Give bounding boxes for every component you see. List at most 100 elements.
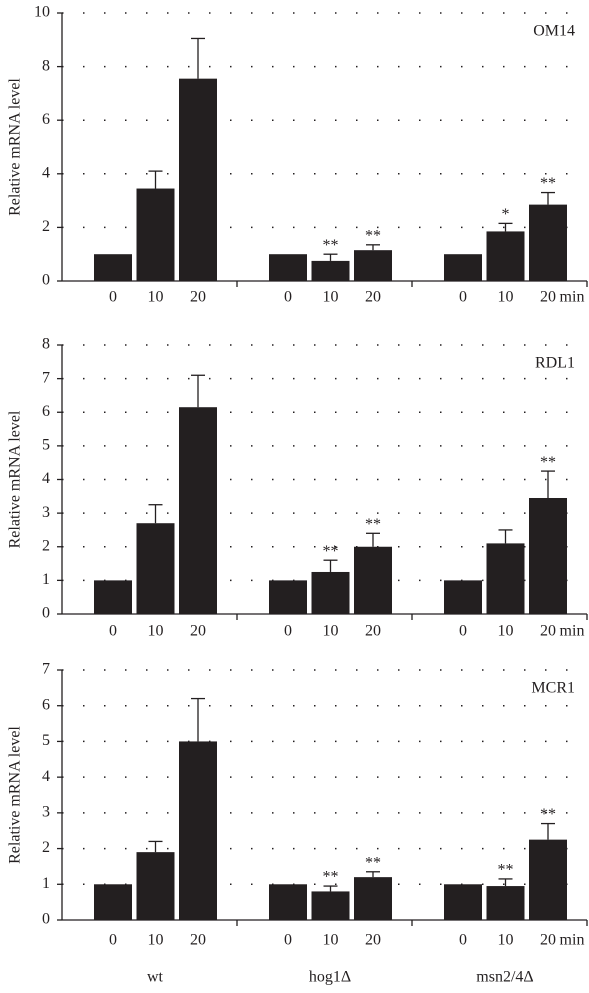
x-tick-label: 20 [190, 623, 206, 640]
x-tick-label: 0 [459, 289, 467, 306]
x-tick-label: 10 [498, 623, 514, 640]
bar [486, 543, 525, 614]
panel-title: RDL1 [535, 355, 575, 372]
bar [311, 571, 350, 614]
bar [136, 188, 175, 281]
x-tick-label: 0 [284, 932, 292, 949]
y-tick-label: 7 [42, 369, 50, 386]
y-tick-label: 2 [42, 839, 50, 856]
y-tick-label: 3 [42, 804, 50, 821]
x-tick-label: 10 [148, 289, 164, 306]
significance-label: ** [365, 854, 381, 871]
x-tick-label: 0 [109, 289, 117, 306]
y-tick-label: 4 [42, 164, 50, 181]
x-tick-label: 10 [148, 623, 164, 640]
x-tick-label: 20 [365, 289, 381, 306]
bar [486, 231, 525, 281]
bar [444, 884, 482, 920]
x-tick-label: 0 [284, 289, 292, 306]
x-tick-label: 10 [498, 932, 514, 949]
bar [444, 254, 482, 281]
x-tick-label: 0 [109, 623, 117, 640]
y-tick-label: 10 [34, 4, 50, 21]
x-tick-label: 0 [459, 623, 467, 640]
significance-label: ** [365, 516, 381, 533]
y-tick-label: 8 [42, 57, 50, 74]
group-label: wt [147, 969, 164, 986]
bar [311, 891, 350, 920]
y-tick-label: 6 [42, 403, 50, 420]
x-tick-label: 20 [190, 932, 206, 949]
x-unit-label: min [560, 623, 585, 640]
x-tick-label: 20 [365, 623, 381, 640]
y-tick-label: 4 [42, 768, 50, 785]
x-tick-label: 10 [323, 623, 339, 640]
y-tick-label: 0 [42, 605, 50, 622]
bar [529, 839, 567, 920]
y-tick-label: 5 [42, 437, 50, 454]
panel-title: MCR1 [531, 680, 575, 697]
y-tick-label: 6 [42, 111, 50, 128]
x-unit-label: min [560, 932, 585, 949]
y-axis-label: Relative mRNA level [7, 726, 24, 864]
x-tick-label: 0 [109, 932, 117, 949]
bar [529, 497, 567, 614]
y-tick-label: 1 [42, 875, 50, 892]
bar [269, 254, 307, 281]
significance-label: ** [540, 454, 556, 471]
x-tick-label: 10 [498, 289, 514, 306]
significance-label: ** [323, 869, 339, 886]
bar [354, 877, 392, 920]
x-tick-label: 20 [540, 932, 556, 949]
bar [179, 407, 217, 614]
bar [136, 852, 175, 920]
x-tick-label: 20 [365, 932, 381, 949]
bar [179, 741, 217, 920]
y-tick-label: 7 [42, 661, 50, 678]
y-tick-label: 1 [42, 571, 50, 588]
x-tick-label: 20 [190, 289, 206, 306]
significance-label: ** [540, 806, 556, 823]
bar [94, 254, 132, 281]
significance-label: ** [498, 862, 514, 879]
bar [179, 78, 217, 281]
bar [529, 204, 567, 281]
bar [94, 884, 132, 920]
significance-label: ** [365, 227, 381, 244]
x-tick-label: 0 [459, 932, 467, 949]
x-tick-label: 10 [148, 932, 164, 949]
bar [94, 580, 132, 614]
significance-label: * [502, 206, 510, 223]
group-label: msn2/4Δ [476, 969, 533, 986]
x-tick-label: 10 [323, 932, 339, 949]
bar [354, 546, 392, 614]
significance-label: ** [323, 543, 339, 560]
y-tick-label: 2 [42, 218, 50, 235]
y-tick-label: 4 [42, 470, 50, 487]
bar [269, 580, 307, 614]
significance-label: ** [540, 175, 556, 192]
bar [444, 580, 482, 614]
bar [136, 523, 175, 614]
bar [311, 260, 350, 281]
group-label: hog1Δ [309, 969, 351, 986]
x-tick-label: 20 [540, 289, 556, 306]
bar [269, 884, 307, 920]
x-unit-label: min [560, 289, 585, 306]
y-axis-label: Relative mRNA level [7, 410, 24, 548]
significance-label: ** [323, 237, 339, 254]
bar [486, 886, 525, 920]
y-tick-label: 0 [42, 911, 50, 928]
bar [354, 250, 392, 281]
y-axis-label: Relative mRNA level [7, 78, 24, 216]
y-tick-label: 0 [42, 272, 50, 289]
x-tick-label: 10 [323, 289, 339, 306]
y-tick-label: 3 [42, 504, 50, 521]
x-tick-label: 20 [540, 623, 556, 640]
panel-title: OM14 [533, 23, 575, 40]
y-tick-label: 5 [42, 732, 50, 749]
x-tick-label: 0 [284, 623, 292, 640]
y-tick-label: 2 [42, 537, 50, 554]
